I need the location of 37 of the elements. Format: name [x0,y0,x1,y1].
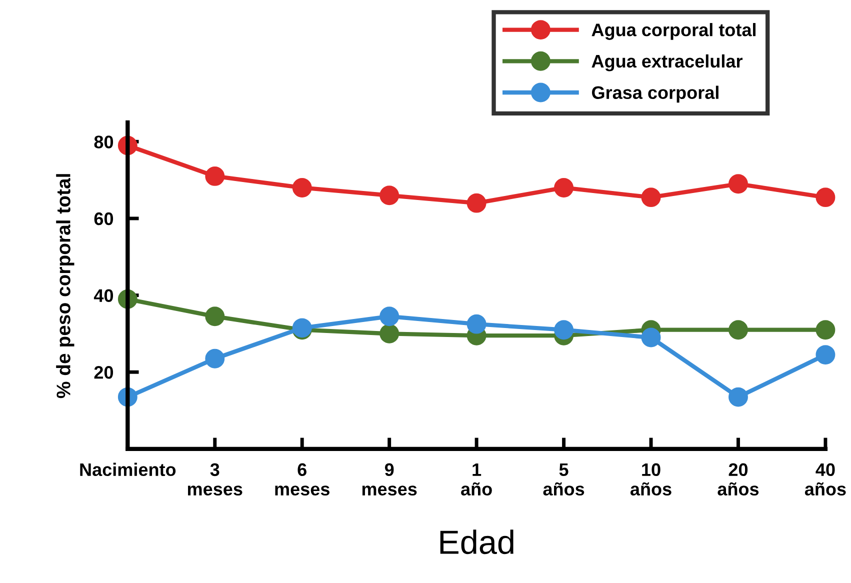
point [554,178,574,198]
point [728,174,748,194]
x-tick-label: 20 años [718,463,759,496]
point [641,188,661,208]
point [380,324,400,344]
x-tick-label: 10 años [630,463,672,496]
x-tick-label: 1 año [461,463,492,496]
x-tick-label: 9 meses [362,463,417,496]
legend-label: Grasa corporal [592,86,718,103]
point [205,306,225,326]
point [380,306,400,326]
point [728,320,748,340]
point [205,348,225,368]
x-tick-label: Nacimiento [80,462,176,476]
y-axis-title: % de peso corporal total [56,174,74,398]
y-tick-label: 60 [94,212,114,226]
point [380,186,400,206]
y-tick-label: 80 [94,136,114,148]
x-tick-label: 40 años [804,463,846,496]
legend-label: Agua extracelular [592,54,743,72]
y-tick-label: 40 [94,289,114,302]
legend-label: Agua corporal total [592,23,756,40]
point [205,166,225,186]
point [466,314,486,334]
point [466,193,486,213]
x-tick-label: 5 años [543,463,584,496]
point [728,387,748,407]
point [816,188,836,208]
point [641,328,661,348]
x-axis-title: Edad [440,530,514,554]
point [816,320,836,340]
point [816,345,836,365]
x-tick-label: 6 meses [275,463,330,496]
x-tick-label: 3 meses [188,463,242,496]
point [292,178,312,198]
y-tick-label: 20 [94,366,114,379]
point [554,320,574,340]
